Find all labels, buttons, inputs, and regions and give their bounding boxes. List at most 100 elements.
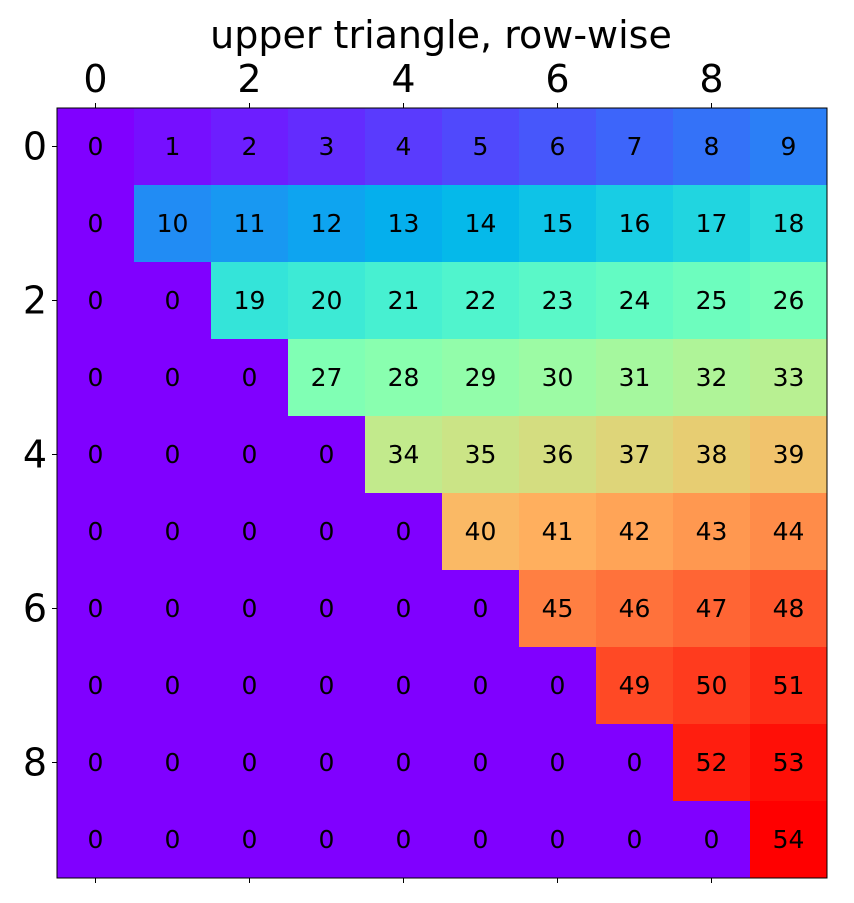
cell-value-label: 25 — [696, 286, 728, 315]
heatmap-cell — [288, 570, 366, 648]
cell-value-label: 0 — [165, 517, 181, 546]
cell-value-label: 34 — [388, 440, 420, 469]
heatmap-cell — [57, 570, 135, 648]
heatmap-cell — [596, 724, 674, 802]
cell-value-label: 49 — [619, 671, 651, 700]
cell-value-label: 42 — [619, 517, 651, 546]
heatmap-cell — [365, 108, 443, 186]
cell-value-label: 12 — [311, 209, 343, 238]
heatmap-cell — [750, 416, 828, 494]
cell-value-label: 0 — [319, 440, 335, 469]
cell-value-label: 45 — [542, 594, 574, 623]
cell-value-label: 40 — [465, 517, 497, 546]
heatmap-cell — [134, 185, 212, 263]
x-tick-label: 8 — [699, 57, 723, 101]
heatmap-cell — [750, 570, 828, 648]
cell-value-label: 0 — [704, 825, 720, 854]
cell-value-label: 0 — [319, 594, 335, 623]
heatmap-cell — [750, 647, 828, 725]
heatmap-cell — [57, 801, 135, 879]
cell-value-label: 0 — [165, 825, 181, 854]
cell-value-label: 50 — [696, 671, 728, 700]
cell-value-label: 51 — [773, 671, 805, 700]
y-tick-label: 8 — [23, 741, 47, 785]
cell-value-label: 13 — [388, 209, 420, 238]
heatmap-cell — [519, 262, 597, 340]
cell-value-label: 47 — [696, 594, 728, 623]
heatmap-cell — [211, 724, 289, 802]
heatmap-cell — [673, 724, 751, 802]
heatmap-cell — [596, 570, 674, 648]
cell-value-label: 46 — [619, 594, 651, 623]
cell-value-label: 28 — [388, 363, 420, 392]
cell-value-label: 0 — [550, 671, 566, 700]
cell-value-label: 2 — [242, 132, 258, 161]
cell-value-label: 0 — [473, 594, 489, 623]
cell-value-label: 0 — [165, 363, 181, 392]
heatmap-cell — [288, 108, 366, 186]
cell-value-label: 0 — [88, 286, 104, 315]
cell-value-label: 31 — [619, 363, 651, 392]
heatmap-cell — [596, 262, 674, 340]
heatmap-cell — [288, 724, 366, 802]
heatmap-cell — [134, 724, 212, 802]
heatmap-cell — [596, 493, 674, 571]
heatmap-cell — [442, 416, 520, 494]
cell-value-label: 0 — [88, 440, 104, 469]
heatmap-cell — [673, 262, 751, 340]
heatmap-cell — [211, 647, 289, 725]
cell-value-label: 0 — [396, 517, 412, 546]
cell-value-label: 0 — [396, 671, 412, 700]
cell-value-label: 0 — [242, 594, 258, 623]
heatmap-cell — [750, 724, 828, 802]
heatmap-cell — [365, 801, 443, 879]
cell-value-label: 19 — [234, 286, 266, 315]
heatmap-cell — [57, 339, 135, 417]
cell-value-label: 27 — [311, 363, 343, 392]
cell-value-label: 0 — [88, 209, 104, 238]
cell-value-label: 29 — [465, 363, 497, 392]
cell-value-label: 3 — [319, 132, 335, 161]
cell-value-label: 33 — [773, 363, 805, 392]
heatmap-cell — [211, 339, 289, 417]
heatmap-cell — [211, 185, 289, 263]
cell-value-label: 48 — [773, 594, 805, 623]
heatmap-cell — [519, 724, 597, 802]
plot-frame — [56, 107, 828, 879]
heatmap-cell — [596, 801, 674, 879]
heatmap-cell — [365, 416, 443, 494]
cell-value-label: 0 — [88, 825, 104, 854]
cell-value-label: 37 — [619, 440, 651, 469]
heatmap-cell — [673, 493, 751, 571]
heatmap-cell — [365, 493, 443, 571]
cell-value-label: 53 — [773, 748, 805, 777]
cell-value-label: 0 — [88, 671, 104, 700]
cell-value-label: 0 — [473, 748, 489, 777]
cell-value-label: 0 — [396, 594, 412, 623]
heatmap-cell — [673, 647, 751, 725]
cell-value-label: 39 — [773, 440, 805, 469]
x-tick-label: 2 — [237, 57, 261, 101]
heatmap-cell — [365, 724, 443, 802]
heatmap-cell — [750, 108, 828, 186]
cell-value-label: 41 — [542, 517, 574, 546]
cell-value-label: 26 — [773, 286, 805, 315]
cell-value-label: 0 — [242, 517, 258, 546]
heatmap-cell — [211, 570, 289, 648]
heatmap-cell — [596, 647, 674, 725]
heatmap-cell — [596, 108, 674, 186]
heatmap-cell — [673, 416, 751, 494]
heatmap-cell — [288, 339, 366, 417]
cell-value-label: 14 — [465, 209, 497, 238]
heatmap-cell — [288, 493, 366, 571]
heatmap-cell — [211, 493, 289, 571]
x-tick-label: 0 — [83, 57, 107, 101]
cell-value-label: 36 — [542, 440, 574, 469]
heatmap-cell — [365, 262, 443, 340]
cell-value-label: 9 — [781, 132, 797, 161]
heatmap-cell — [288, 185, 366, 263]
cell-value-label: 8 — [704, 132, 720, 161]
heatmap-cell — [134, 493, 212, 571]
cell-value-label: 24 — [619, 286, 651, 315]
cell-value-label: 32 — [696, 363, 728, 392]
